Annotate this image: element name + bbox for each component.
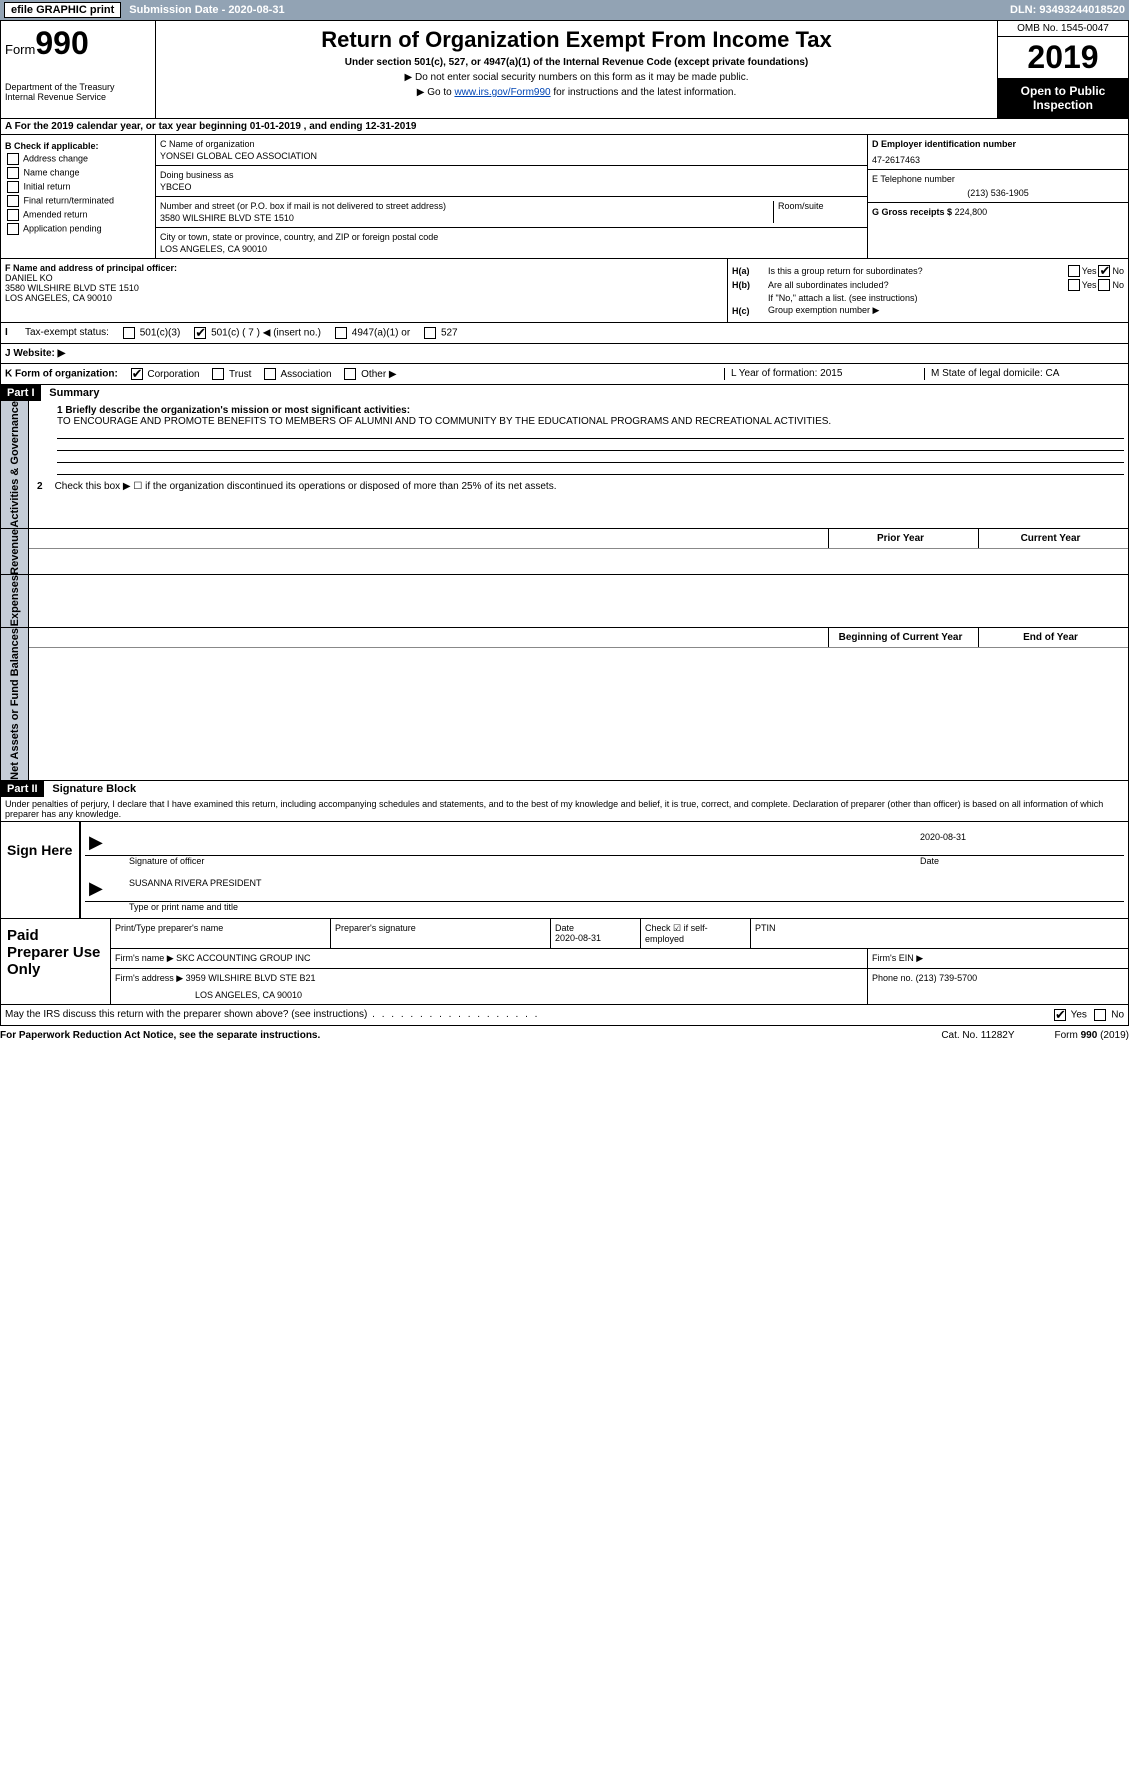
header-left: Form990 Department of the Treasury Inter… (1, 21, 156, 118)
netassets-section: Net Assets or Fund Balances Beginning of… (0, 628, 1129, 781)
part1-header: Part I (1, 385, 41, 401)
omb-number: OMB No. 1545-0047 (998, 21, 1128, 37)
part2-title: Signature Block (46, 781, 142, 797)
dba: YBCEO (160, 182, 863, 192)
part2-header: Part II (1, 781, 44, 797)
cb-amended[interactable]: Amended return (5, 209, 151, 221)
form-number: Form990 (5, 25, 151, 62)
paid-preparer: Paid Preparer Use Only Print/Type prepar… (0, 919, 1129, 1005)
top-bar: efile GRAPHIC print Submission Date - 20… (0, 0, 1129, 20)
vtab-netassets: Net Assets or Fund Balances (9, 628, 21, 780)
col-d-ein: D Employer identification number 47-2617… (868, 135, 1128, 258)
principal-officer: F Name and address of principal officer:… (1, 259, 728, 322)
form-title: Return of Organization Exempt From Incom… (162, 27, 991, 53)
org-name: YONSEI GLOBAL CEO ASSOCIATION (160, 151, 863, 161)
cb-initial[interactable]: Initial return (5, 181, 151, 193)
part1-title: Summary (43, 385, 105, 401)
cb-final[interactable]: Final return/terminated (5, 195, 151, 207)
signature-block: Sign Here ▶ 2020-08-31 Signature of offi… (0, 822, 1129, 919)
vtab-expenses: Expenses (9, 575, 21, 626)
form-header: Form990 Department of the Treasury Inter… (0, 20, 1129, 119)
section-bcd: B Check if applicable: Address change Na… (0, 135, 1129, 259)
phone: (213) 536-1905 (872, 188, 1124, 198)
note-link: ▶ Go to www.irs.gov/Form990 for instruct… (162, 87, 991, 98)
street: 3580 WILSHIRE BLVD STE 1510 (160, 213, 773, 223)
note-ssn: ▶ Do not enter social security numbers o… (162, 72, 991, 83)
submission-date: Submission Date - 2020-08-31 (129, 4, 284, 16)
row-k-form-org: K Form of organization: Corporation Trus… (0, 364, 1129, 385)
form-subtitle: Under section 501(c), 527, or 4947(a)(1)… (162, 57, 991, 68)
expenses-section: Expenses (0, 575, 1129, 627)
year-formation: L Year of formation: 2015 (724, 368, 924, 380)
col-c-org: C Name of organization YONSEI GLOBAL CEO… (156, 135, 868, 258)
header-title: Return of Organization Exempt From Incom… (156, 21, 998, 118)
officer-name: SUSANNA RIVERA PRESIDENT (129, 878, 262, 899)
sign-here-label: Sign Here (1, 822, 81, 918)
cb-name[interactable]: Name change (5, 167, 151, 179)
jurat: Under penalties of perjury, I declare th… (0, 797, 1129, 822)
vtab-governance: Activities & Governance (9, 401, 21, 528)
bottom-row: For Paperwork Reduction Act Notice, see … (0, 1026, 1129, 1045)
department: Department of the Treasury Internal Reve… (5, 82, 151, 102)
row-i-tax-status: I Tax-exempt status: 501(c)(3) 501(c) ( … (0, 323, 1129, 344)
city: LOS ANGELES, CA 90010 (160, 244, 863, 254)
governance-section: Activities & Governance 1 Briefly descri… (0, 401, 1129, 529)
revenue-section: Revenue Prior Year Current Year (0, 529, 1129, 576)
open-inspection: Open to Public Inspection (998, 78, 1128, 118)
state-domicile: M State of legal domicile: CA (924, 368, 1124, 380)
mission-text: TO ENCOURAGE AND PROMOTE BENEFITS TO MEM… (57, 416, 1124, 427)
irs-link[interactable]: www.irs.gov/Form990 (454, 87, 550, 98)
ein: 47-2617463 (872, 155, 1124, 165)
form-ref: Form 990 (2019) (1055, 1030, 1129, 1041)
tax-year: 2019 (998, 37, 1128, 78)
discuss-row: May the IRS discuss this return with the… (0, 1005, 1129, 1026)
col-b-checkboxes: B Check if applicable: Address change Na… (1, 135, 156, 258)
firm-name: SKC ACCOUNTING GROUP INC (176, 953, 310, 963)
header-right: OMB No. 1545-0047 2019 Open to Public In… (998, 21, 1128, 118)
row-j-website: J Website: ▶ (0, 344, 1129, 364)
row-a-period: A For the 2019 calendar year, or tax yea… (0, 119, 1129, 135)
row-fh: F Name and address of principal officer:… (0, 259, 1129, 323)
vtab-revenue: Revenue (9, 529, 21, 575)
group-return: H(a)Is this a group return for subordina… (728, 259, 1128, 322)
gross-receipts: 224,800 (955, 207, 988, 217)
sign-date: 2020-08-31 (920, 832, 1120, 853)
paid-label: Paid Preparer Use Only (1, 919, 111, 1004)
cb-pending[interactable]: Application pending (5, 223, 151, 235)
dln: DLN: 93493244018520 (1010, 4, 1125, 16)
revenue-header: Prior Year Current Year (29, 529, 1128, 549)
efile-badge: efile GRAPHIC print (4, 2, 121, 18)
cb-address[interactable]: Address change (5, 153, 151, 165)
netassets-header: Beginning of Current Year End of Year (29, 628, 1128, 648)
